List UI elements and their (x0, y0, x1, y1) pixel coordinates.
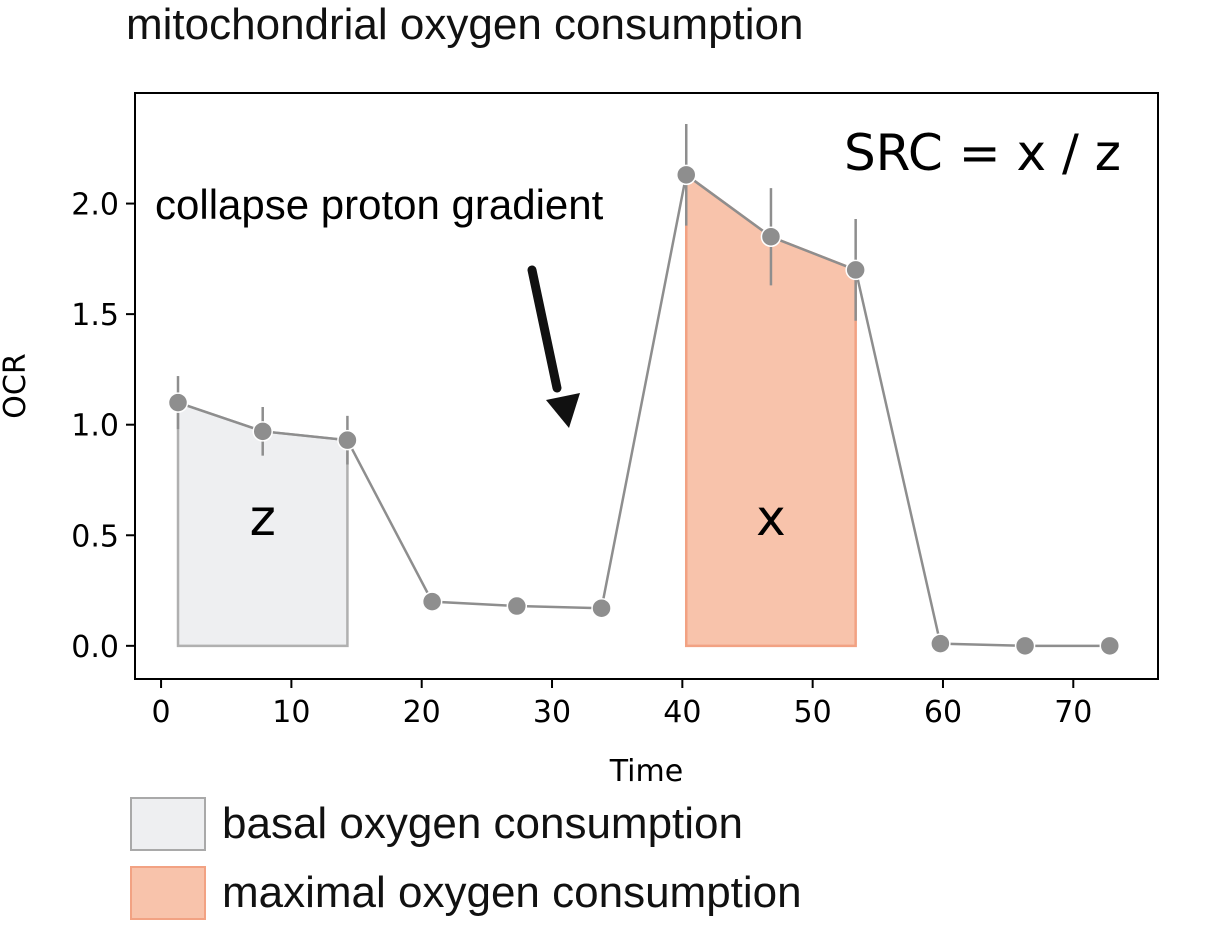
legend-label-maximal: maximal oxygen consumption (222, 868, 802, 917)
data-point (421, 591, 443, 612)
x-tick-label: 30 (533, 695, 571, 730)
y-tick-label: 1.0 (71, 409, 119, 444)
arrow-head (546, 393, 580, 428)
legend-label-basal: basal oxygen consumption (222, 799, 743, 848)
x-axis-label: Time (609, 754, 683, 789)
data-point (1099, 635, 1121, 657)
region-label-x: x (756, 489, 786, 547)
down-arrow-icon (527, 265, 580, 428)
data-series (167, 164, 1121, 657)
x-tick-label: 10 (272, 695, 310, 730)
data-point (930, 633, 951, 654)
data-point (1014, 635, 1036, 657)
x-axis: 0 10 20 30 40 50 60 70 (152, 679, 1092, 730)
ocr-line-chart: 0 10 20 30 40 50 60 70 0.0 0.5 1.0 1.5 2.0 Time OCR… (0, 92, 1159, 789)
y-tick-label: 0.5 (71, 519, 119, 554)
region-label-z: z (250, 489, 276, 547)
data-point (506, 595, 528, 617)
x-tick-label: 50 (794, 695, 832, 730)
data-point (252, 421, 273, 442)
data-point (675, 164, 697, 186)
data-point (845, 259, 866, 281)
x-tick-label: 60 (924, 695, 962, 730)
y-axis: 0.0 0.5 1.0 1.5 2.0 (71, 188, 135, 665)
legend-item-maximal: maximal oxygen consumption (130, 866, 802, 920)
chart-title: mitochondrial oxygen consumption (126, 0, 804, 49)
legend-item-basal: basal oxygen consumption (130, 797, 743, 851)
shaded-regions (176, 172, 857, 648)
data-point (337, 429, 358, 451)
y-axis-label: OCR (0, 353, 33, 418)
legend-swatch-basal (130, 797, 206, 851)
src-formula-annotation: SRC = x / z (844, 124, 1121, 182)
data-point (591, 597, 612, 619)
series-line (177, 172, 1110, 648)
x-tick-label: 70 (1054, 695, 1092, 730)
y-tick-label: 2.0 (71, 188, 119, 223)
data-point (760, 226, 782, 247)
x-tick-label: 20 (403, 695, 441, 730)
x-tick-label: 40 (663, 695, 701, 730)
data-point (167, 392, 189, 413)
x-tick-label: 0 (152, 695, 171, 730)
legend-swatch-maximal (130, 866, 206, 920)
y-tick-label: 1.5 (71, 298, 119, 333)
y-tick-label: 0.0 (71, 630, 119, 665)
proton-gradient-annotation: collapse proton gradient (155, 181, 604, 228)
arrow-shaft (527, 265, 562, 393)
plot-frame (134, 92, 1159, 680)
